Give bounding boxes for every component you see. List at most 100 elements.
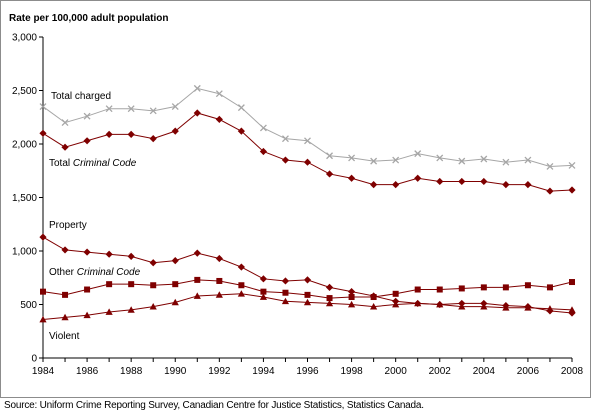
data-point bbox=[105, 130, 113, 138]
data-point bbox=[303, 276, 312, 284]
data-point bbox=[568, 186, 576, 194]
data-point bbox=[39, 103, 47, 111]
data-point bbox=[171, 257, 179, 265]
data-point bbox=[62, 291, 69, 298]
data-point bbox=[546, 163, 554, 170]
data-point bbox=[237, 263, 245, 271]
series-label-total-charged: Total charged bbox=[51, 91, 111, 102]
data-point bbox=[524, 304, 532, 311]
x-tick-label: 1998 bbox=[340, 366, 363, 377]
data-point bbox=[480, 303, 488, 310]
data-point bbox=[281, 156, 290, 164]
data-point bbox=[105, 308, 113, 315]
x-tick-label: 2006 bbox=[517, 366, 540, 377]
data-point bbox=[458, 285, 465, 292]
data-point bbox=[436, 154, 444, 162]
data-point bbox=[370, 181, 378, 189]
series-violent bbox=[39, 290, 576, 323]
data-point bbox=[392, 300, 400, 308]
data-point bbox=[414, 286, 421, 293]
data-point bbox=[149, 135, 157, 143]
data-point bbox=[39, 233, 47, 241]
data-point bbox=[436, 177, 444, 186]
series-line bbox=[42, 112, 573, 192]
data-point bbox=[105, 250, 113, 258]
x-tick-label: 2000 bbox=[385, 366, 408, 377]
data-point bbox=[568, 306, 576, 313]
data-point bbox=[282, 289, 289, 296]
data-point bbox=[193, 109, 201, 117]
data-point bbox=[215, 90, 223, 98]
data-point bbox=[304, 137, 311, 145]
data-point bbox=[259, 275, 268, 283]
data-point bbox=[414, 299, 422, 307]
data-point bbox=[502, 158, 510, 166]
data-point bbox=[39, 315, 47, 323]
data-point bbox=[127, 105, 135, 113]
y-tick-label: 3,000 bbox=[12, 33, 37, 44]
data-point bbox=[281, 135, 289, 143]
data-point bbox=[303, 298, 312, 306]
data-point bbox=[304, 291, 311, 298]
data-point bbox=[392, 156, 400, 164]
data-point bbox=[105, 105, 113, 113]
x-tick-label: 1986 bbox=[76, 366, 99, 377]
series-total-criminal-code bbox=[39, 109, 576, 195]
data-point bbox=[370, 294, 377, 301]
data-point bbox=[215, 115, 223, 123]
data-point bbox=[172, 281, 179, 288]
data-point bbox=[149, 259, 157, 267]
data-point bbox=[84, 286, 91, 293]
data-point bbox=[106, 281, 113, 288]
data-point bbox=[325, 299, 334, 307]
series-labels: Total charged Total Criminal Code Property… bbox=[49, 91, 141, 342]
data-point bbox=[83, 248, 91, 256]
data-point bbox=[149, 107, 157, 115]
data-point bbox=[237, 127, 245, 135]
series-other-criminal-code bbox=[40, 276, 575, 302]
data-point bbox=[194, 276, 201, 283]
data-point bbox=[325, 170, 334, 178]
data-point bbox=[128, 281, 135, 288]
series-lines bbox=[39, 84, 576, 323]
data-point bbox=[524, 156, 532, 164]
data-point bbox=[370, 157, 378, 165]
data-point bbox=[39, 129, 47, 137]
series-label-total-criminal-code: Total Criminal Code bbox=[49, 158, 137, 169]
data-point bbox=[502, 181, 510, 189]
y-tick-label: 500 bbox=[20, 300, 37, 311]
data-point bbox=[569, 279, 575, 286]
data-point bbox=[281, 297, 290, 305]
y-tick-label: 2,000 bbox=[12, 140, 37, 151]
data-point bbox=[414, 150, 422, 158]
data-point bbox=[458, 177, 466, 186]
data-point bbox=[370, 303, 378, 310]
x-tick-label: 1988 bbox=[120, 366, 143, 377]
data-point bbox=[303, 158, 312, 166]
data-point bbox=[127, 130, 135, 138]
data-point bbox=[546, 187, 554, 195]
y-tick-label: 0 bbox=[31, 354, 37, 365]
data-point bbox=[260, 288, 267, 295]
x-tick-label: 2008 bbox=[561, 366, 584, 377]
data-point bbox=[348, 154, 356, 162]
data-point bbox=[259, 124, 267, 132]
data-point bbox=[524, 282, 531, 289]
data-point bbox=[83, 137, 91, 145]
x-tick-label: 2002 bbox=[429, 366, 452, 377]
data-point bbox=[171, 103, 179, 111]
data-point bbox=[237, 104, 245, 112]
data-point bbox=[347, 174, 356, 182]
data-point bbox=[436, 286, 443, 293]
data-point bbox=[215, 254, 223, 263]
data-point bbox=[61, 246, 69, 254]
data-point bbox=[127, 252, 135, 260]
data-point bbox=[61, 143, 69, 151]
data-point bbox=[238, 282, 245, 289]
source-note: Source: Uniform Crime Reporting Survey, … bbox=[4, 400, 424, 411]
data-point bbox=[193, 249, 201, 257]
data-point bbox=[480, 155, 488, 163]
series-label-violent: Violent bbox=[49, 331, 80, 342]
data-point bbox=[348, 294, 355, 301]
x-tick-label: 1990 bbox=[164, 366, 187, 377]
